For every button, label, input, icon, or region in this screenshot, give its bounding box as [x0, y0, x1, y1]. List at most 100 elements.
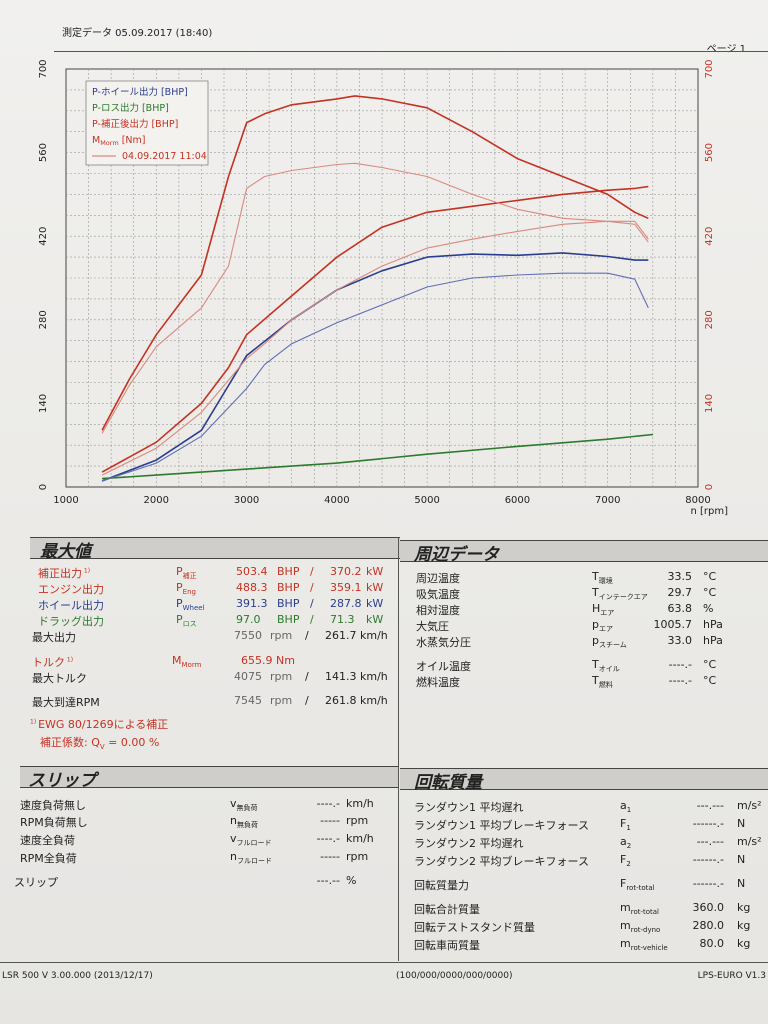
- env-row-value: 33.5: [667, 570, 693, 583]
- max-row-unit-kw: kW: [366, 565, 384, 578]
- env-row-symbol: Tインテークエア: [592, 586, 648, 602]
- max-torque-slash: /: [305, 670, 309, 683]
- max-row-slash: /: [310, 613, 314, 626]
- env-row-unit: hPa: [703, 634, 723, 647]
- max-row-label: ホイール出力: [38, 599, 104, 612]
- max-power-rpm: 7550: [234, 629, 262, 642]
- chart-series: [101, 95, 653, 482]
- max-row-value-kw: 287.8: [330, 597, 362, 610]
- inertia-row-label: ランダウン1 平均ブレーキフォース: [414, 819, 589, 832]
- inertia-row-symbol: F1: [620, 817, 631, 833]
- max-rpm-rpm: 7545: [234, 694, 262, 707]
- inertia-row-symbol: a2: [620, 835, 632, 851]
- max-rpm-speed-unit: km/h: [360, 694, 388, 707]
- x-tick-label: 7000: [595, 495, 620, 506]
- x-tick-label: 3000: [234, 495, 259, 506]
- y-tick-label-right: 700: [704, 59, 715, 78]
- max-row-unit-bhp: BHP: [277, 613, 300, 626]
- max-power-speed-unit: km/h: [360, 629, 388, 642]
- max-row-value-kw: 370.2: [330, 565, 362, 578]
- inertia-row-label: 回転質量力: [414, 879, 469, 892]
- series-line: [101, 220, 649, 476]
- env-row-label: 大気圧: [416, 620, 449, 633]
- inertia-row-unit: N: [737, 877, 746, 890]
- x-tick-label: 4000: [324, 495, 349, 506]
- env-row-label: 水蒸気分圧: [416, 636, 471, 649]
- inertia-row-unit: kg: [737, 919, 751, 932]
- torque-symbol: MMorm: [172, 654, 202, 670]
- slip-row-label: 速度全負荷: [20, 834, 75, 847]
- y-tick-label-left: 420: [38, 227, 49, 246]
- max-row-unit-bhp: BHP: [277, 565, 300, 578]
- env-row-label: オイル温度: [416, 660, 471, 673]
- slip-row-unit: km/h: [346, 832, 374, 845]
- max-torque-speed: 141.3: [325, 670, 357, 683]
- inertia-row-value: 280.0: [692, 919, 725, 932]
- max-power-label: 最大出力: [32, 631, 76, 644]
- inertia-row-symbol: mrot-dyno: [620, 919, 661, 935]
- env-row-unit: %: [703, 602, 714, 615]
- slip-row-label: RPM全負荷: [20, 852, 77, 865]
- legend-entry: 04.09.2017 11:04: [122, 151, 207, 162]
- inertia-row-unit: m/s²: [737, 799, 762, 812]
- inertia-row-value: ------.-: [692, 877, 724, 890]
- env-row-value: 29.7: [667, 586, 693, 599]
- max-row-label: エンジン出力: [38, 583, 104, 596]
- inertia-row-symbol: mrot-total: [620, 901, 660, 917]
- env-row-label: 周辺温度: [416, 572, 460, 585]
- y-tick-label-right: 560: [704, 143, 715, 162]
- max-section-bar: [30, 537, 400, 559]
- slip-row-value: ----.-: [316, 832, 340, 845]
- correction-factor: 補正係数: QV = 0.00 %: [40, 736, 160, 752]
- chart-ticks: 1000 2000 3000 4000 5000 6000 7000 8000 0 0 140 140…: [38, 59, 728, 517]
- inertia-row-unit: m/s²: [737, 835, 762, 848]
- x-tick-label: 1000: [53, 495, 78, 506]
- max-rpm-label: 最大到達RPM: [32, 696, 100, 709]
- env-row-value: ----.-: [668, 658, 692, 671]
- env-row-symbol: T燃料: [592, 674, 613, 690]
- max-power-slash: /: [305, 629, 309, 642]
- x-tick-label: 5000: [414, 495, 439, 506]
- legend-entry: P-補正後出力 [BHP]: [92, 118, 178, 130]
- x-tick-label: 6000: [505, 495, 530, 506]
- max-row-value-bhp: 97.0: [236, 613, 261, 626]
- inertia-row-symbol: a1: [620, 799, 632, 815]
- legend-entry: P-ホイール出力 [BHP]: [92, 86, 188, 98]
- env-section-bar: [400, 540, 768, 562]
- slip-row-symbol: nフルロード: [230, 850, 272, 866]
- max-rpm-rpm-unit: rpm: [270, 694, 293, 707]
- max-row-label: 補正出力 1): [38, 567, 91, 580]
- max-row-slash: /: [310, 581, 314, 594]
- env-row-label: 相対湿度: [416, 604, 460, 617]
- max-row-unit-bhp: BHP: [277, 581, 300, 594]
- max-power-rpm-unit: rpm: [270, 629, 293, 642]
- max-row-value-kw: 71.3: [330, 613, 355, 626]
- env-row-unit: °C: [703, 570, 717, 583]
- legend-entry: MMorm [Nm]: [92, 135, 145, 147]
- slip-row-unit: %: [346, 874, 357, 887]
- inertia-row-value: ---.---: [696, 799, 724, 812]
- inertia-row-unit: N: [737, 853, 746, 866]
- slip-row-value: -----: [320, 850, 340, 863]
- series-line: [102, 433, 653, 480]
- env-row-unit: °C: [703, 586, 717, 599]
- chart-legend: P-ホイール出力 [BHP] P-ロス出力 [BHP] P-補正後出力 [BHP] M…: [85, 80, 209, 166]
- slip-row-label: スリップ: [14, 876, 58, 889]
- inertia-row-symbol: F2: [620, 853, 631, 869]
- env-section-title: 周辺データ: [414, 545, 499, 565]
- inertia-row-value: ------.-: [692, 853, 724, 866]
- footer-standard: LPS-EURO V1.3: [697, 971, 766, 981]
- slip-row-value: ---.--: [316, 874, 340, 887]
- y-tick-label-right: 140: [704, 394, 715, 413]
- max-row-slash: /: [310, 565, 314, 578]
- max-row-symbol: P補正: [176, 565, 197, 581]
- max-row-slash: /: [310, 597, 314, 610]
- inertia-row-label: ランダウン2 平均ブレーキフォース: [414, 855, 589, 868]
- max-row-value-bhp: 503.4: [236, 565, 268, 578]
- inertia-row-label: 回転車両質量: [414, 939, 480, 952]
- env-row-value: 63.8: [667, 602, 693, 615]
- inertia-row-label: 回転合計質量: [414, 903, 480, 916]
- x-axis-label: n [rpm]: [690, 506, 728, 517]
- y-tick-label-right: 420: [704, 227, 715, 246]
- inertia-row-label: ランダウン2 平均遅れ: [414, 837, 524, 850]
